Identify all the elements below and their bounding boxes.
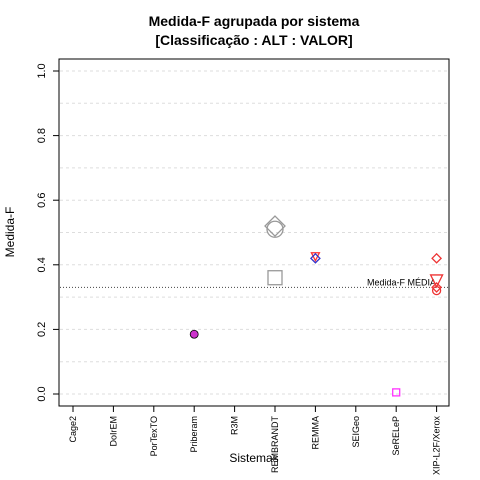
data-point	[267, 270, 283, 286]
x-axis-label: Sistemas	[229, 451, 278, 465]
x-tick-label: XIP-L2F/Xerox	[432, 416, 442, 476]
plot-frame	[58, 58, 450, 407]
chart-title: Medida-F agrupada por sistema	[149, 13, 360, 29]
x-tick-label: R3M	[230, 416, 240, 435]
y-axis: 0.0 0.2 0.4 0.6 0.8 1.0	[36, 63, 59, 402]
data-point	[429, 274, 444, 289]
x-tick-label: REMMA	[310, 416, 320, 450]
x-axis: Cage2 DoIrEM PorTexTO Priberam R3M REMBRANDT R…	[68, 406, 442, 475]
data-point	[266, 220, 284, 238]
data-point	[309, 252, 321, 264]
data-point	[264, 215, 286, 237]
x-tick-label: REMBRANDT	[270, 416, 280, 474]
y-tick-label: 1.0	[36, 63, 48, 78]
x-tick-label: Priberam	[189, 416, 199, 453]
y-tick-label: 0.6	[36, 193, 48, 208]
data-point	[392, 388, 401, 397]
data-point	[431, 252, 443, 264]
x-tick-label: SEIGeo	[351, 416, 361, 448]
y-tick-label: 0.0	[36, 386, 48, 401]
y-tick-label: 0.2	[36, 322, 48, 337]
data-point	[431, 285, 442, 296]
x-tick-label: DoIrEM	[108, 416, 118, 447]
data-point	[189, 329, 199, 339]
data-points	[189, 215, 444, 397]
grid-lines	[60, 70, 448, 395]
x-tick-label: PorTexTO	[149, 416, 159, 456]
x-tick-label: Cage2	[68, 416, 78, 443]
y-tick-label: 0.4	[36, 257, 48, 272]
chart-subtitle: [Classificação : ALT : VALOR]	[155, 32, 352, 48]
y-tick-label: 0.8	[36, 128, 48, 143]
data-point	[431, 281, 443, 293]
reference-line-group: Medida-F MÉDIA	[60, 277, 448, 288]
reference-line-label: Medida-F MÉDIA	[367, 277, 436, 287]
y-axis-label: Medida-F	[3, 207, 17, 258]
x-tick-label: SeRELeP	[391, 416, 401, 456]
